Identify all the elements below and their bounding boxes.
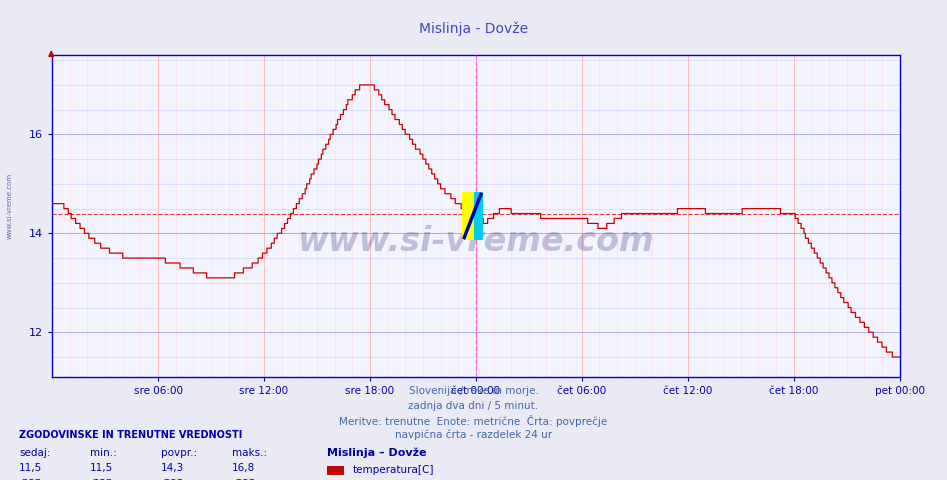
Text: 16,8: 16,8	[232, 463, 256, 473]
Text: Mislinja – Dovže: Mislinja – Dovže	[327, 448, 426, 458]
Text: -nan: -nan	[90, 477, 114, 480]
Text: www.si-vreme.com: www.si-vreme.com	[7, 173, 12, 240]
Text: povpr.:: povpr.:	[161, 448, 197, 458]
Text: -nan: -nan	[19, 477, 43, 480]
Text: -nan: -nan	[161, 477, 185, 480]
Text: 11,5: 11,5	[90, 463, 114, 473]
Text: navpična črta - razdelek 24 ur: navpična črta - razdelek 24 ur	[395, 430, 552, 440]
Text: Mislinja - Dovže: Mislinja - Dovže	[419, 22, 528, 36]
Text: Slovenija / reke in morje.: Slovenija / reke in morje.	[408, 386, 539, 396]
Text: Meritve: trenutne  Enote: metrične  Črta: povprečje: Meritve: trenutne Enote: metrične Črta: …	[339, 415, 608, 427]
Text: www.si-vreme.com: www.si-vreme.com	[297, 225, 654, 258]
Text: -nan: -nan	[232, 477, 256, 480]
Text: ZGODOVINSKE IN TRENUTNE VREDNOSTI: ZGODOVINSKE IN TRENUTNE VREDNOSTI	[19, 430, 242, 440]
Text: 11,5: 11,5	[19, 463, 43, 473]
Text: 14,3: 14,3	[161, 463, 185, 473]
Text: min.:: min.:	[90, 448, 116, 458]
Text: maks.:: maks.:	[232, 448, 267, 458]
Text: zadnja dva dni / 5 minut.: zadnja dva dni / 5 minut.	[408, 401, 539, 411]
Text: temperatura[C]: temperatura[C]	[352, 466, 434, 475]
Text: sedaj:: sedaj:	[19, 448, 50, 458]
